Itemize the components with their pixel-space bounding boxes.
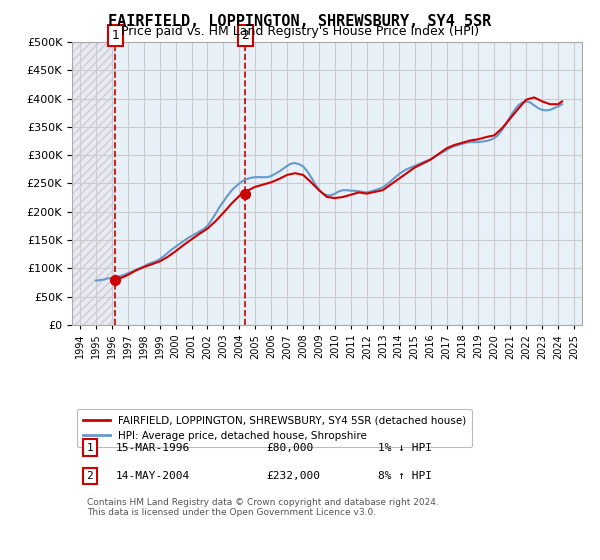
Text: 1: 1 bbox=[111, 29, 119, 42]
Text: 14-MAY-2004: 14-MAY-2004 bbox=[115, 471, 190, 481]
Text: Contains HM Land Registry data © Crown copyright and database right 2024.
This d: Contains HM Land Registry data © Crown c… bbox=[88, 497, 439, 517]
Bar bbox=[72, 42, 115, 325]
Text: £80,000: £80,000 bbox=[266, 443, 313, 453]
Text: Price paid vs. HM Land Registry's House Price Index (HPI): Price paid vs. HM Land Registry's House … bbox=[121, 25, 479, 38]
Text: 8% ↑ HPI: 8% ↑ HPI bbox=[378, 471, 432, 481]
Text: 2: 2 bbox=[86, 471, 93, 481]
Text: 1% ↓ HPI: 1% ↓ HPI bbox=[378, 443, 432, 453]
Text: 1: 1 bbox=[86, 443, 93, 453]
Text: 15-MAR-1996: 15-MAR-1996 bbox=[115, 443, 190, 453]
Text: FAIRFIELD, LOPPINGTON, SHREWSBURY, SY4 5SR: FAIRFIELD, LOPPINGTON, SHREWSBURY, SY4 5… bbox=[109, 14, 491, 29]
Text: 2: 2 bbox=[241, 29, 249, 42]
Text: £232,000: £232,000 bbox=[266, 471, 320, 481]
Legend: FAIRFIELD, LOPPINGTON, SHREWSBURY, SY4 5SR (detached house), HPI: Average price,: FAIRFIELD, LOPPINGTON, SHREWSBURY, SY4 5… bbox=[77, 409, 472, 447]
